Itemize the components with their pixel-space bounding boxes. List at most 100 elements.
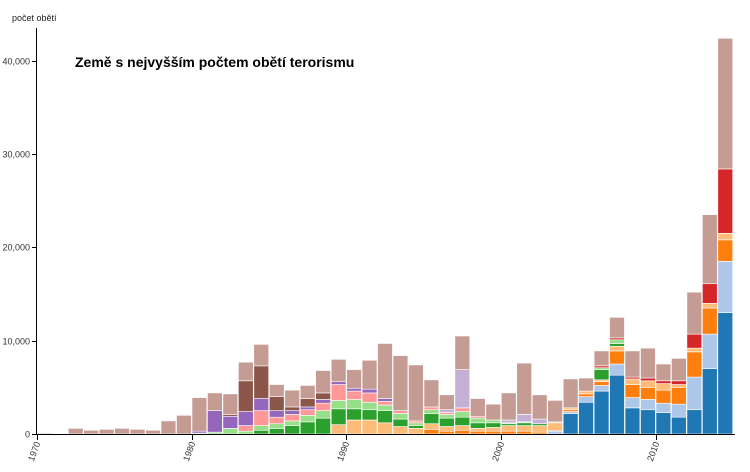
bar-segment-2013-s11 bbox=[702, 214, 718, 285]
bar-segment-1990-s7 bbox=[346, 390, 362, 400]
bar-segment-2002-s11 bbox=[531, 394, 548, 420]
bar-segment-1986-s10 bbox=[284, 406, 300, 411]
bar-segment-1992-s7 bbox=[377, 401, 393, 406]
bar-segment-2005-s1 bbox=[578, 396, 594, 403]
bar-segment-2009-s0 bbox=[640, 409, 656, 435]
bar-segment-1987-s10 bbox=[299, 398, 316, 408]
bar-segment-1987-s11 bbox=[299, 385, 316, 399]
bar-segment-1990-s5 bbox=[346, 399, 362, 410]
bar-segment-1984-s5 bbox=[253, 425, 270, 431]
bar-segment-1993-s5 bbox=[392, 413, 409, 420]
x-tick-label: 1970 bbox=[26, 440, 42, 462]
bar-segment-1989-s3 bbox=[330, 424, 347, 435]
x-tick-label: 2010 bbox=[645, 440, 661, 462]
bar-segment-1997-s4 bbox=[454, 416, 471, 426]
bar-segment-1982-s8 bbox=[222, 415, 239, 429]
bar-segment-1992-s8 bbox=[377, 398, 393, 402]
bar-segment-1995-s5 bbox=[423, 409, 440, 414]
bar-segment-2002-s3 bbox=[531, 425, 548, 433]
bar-segment-1998-s4 bbox=[470, 422, 486, 429]
bar-segment-1980-s11 bbox=[191, 397, 208, 432]
bar-segment-2011-s2 bbox=[671, 387, 687, 405]
bar-segment-1989-s5 bbox=[330, 400, 347, 410]
bar-segment-1985-s8 bbox=[268, 410, 285, 418]
bar-segment-1985-s7 bbox=[268, 416, 285, 425]
bar-segment-2009-s11 bbox=[640, 347, 656, 379]
bar-segment-2008-s2 bbox=[624, 384, 641, 398]
bar-segment-1995-s7 bbox=[423, 406, 440, 411]
bar-segment-1998-s2 bbox=[470, 430, 486, 435]
y-tick-label: 0 bbox=[25, 430, 30, 440]
bar-segment-2013-s6 bbox=[702, 283, 718, 304]
bar-segment-1991-s8 bbox=[361, 388, 378, 394]
bar-segment-2014-s6 bbox=[717, 168, 734, 234]
bar-segment-1982-s5 bbox=[222, 428, 239, 435]
bar-segment-1992-s5 bbox=[377, 404, 393, 411]
bar-segment-1985-s5 bbox=[268, 423, 285, 429]
bar-segment-2012-s0 bbox=[686, 409, 703, 435]
bar-segment-1990-s3 bbox=[346, 419, 362, 435]
bar-segment-1995-s3 bbox=[423, 423, 440, 430]
x-tick-label: 1990 bbox=[335, 440, 351, 462]
bar-segment-2007-s3 bbox=[609, 345, 625, 352]
bar-segment-1999-s3 bbox=[485, 427, 501, 432]
bar-segment-1983-s5 bbox=[238, 430, 254, 435]
bar-segment-2011-s3 bbox=[671, 384, 687, 388]
bar-segment-2005-s0 bbox=[578, 401, 594, 435]
bar-segment-2001-s3 bbox=[516, 425, 532, 432]
bar-segment-1984-s11 bbox=[253, 344, 270, 367]
bar-segment-2002-s9 bbox=[531, 418, 548, 425]
bar-segment-1987-s7 bbox=[299, 409, 316, 416]
bar-segment-2005-s2 bbox=[578, 393, 594, 397]
bar-segment-1988-s7 bbox=[315, 402, 331, 411]
bar-segment-2000-s11 bbox=[500, 392, 517, 421]
bar-segment-1986-s11 bbox=[284, 389, 300, 408]
bar-segment-2010-s2 bbox=[655, 389, 672, 404]
bar-segment-1997-s7 bbox=[454, 407, 471, 412]
bar-segment-2008-s1 bbox=[624, 397, 641, 409]
bar-segment-1998-s11 bbox=[470, 398, 486, 417]
bar-segment-1999-s4 bbox=[485, 422, 501, 428]
bar-segment-1993-s11 bbox=[392, 355, 409, 411]
bar-segment-1985-s4 bbox=[268, 428, 285, 435]
bar-segment-2008-s0 bbox=[624, 407, 641, 435]
bar-segment-2012-s3 bbox=[686, 347, 703, 353]
bar-segment-2010-s1 bbox=[655, 402, 672, 413]
bar-segment-1979-s11 bbox=[176, 415, 192, 435]
bar-segment-2003-s1 bbox=[547, 430, 563, 435]
bar-segment-2004-s0 bbox=[562, 413, 579, 435]
bar-segment-1985-s10 bbox=[268, 396, 285, 411]
bar-segment-1993-s7 bbox=[392, 410, 409, 414]
bar-segment-2009-s3 bbox=[640, 380, 656, 388]
bar-segment-1975-s11 bbox=[114, 428, 130, 435]
bar-segment-1984-s8 bbox=[253, 398, 270, 411]
bar-segment-2003-s11 bbox=[547, 400, 563, 423]
bar-segment-2006-s1 bbox=[593, 385, 610, 392]
bar-segment-2010-s3 bbox=[655, 383, 672, 391]
bar-segment-1988-s4 bbox=[315, 417, 331, 435]
x-tick-label: 1980 bbox=[181, 440, 197, 462]
bar-segment-1986-s4 bbox=[284, 425, 300, 435]
bar-segment-1984-s7 bbox=[253, 410, 270, 426]
bar-segment-1996-s2 bbox=[439, 430, 455, 435]
bar-segment-2007-s0 bbox=[609, 374, 625, 435]
bar-segment-2007-s11 bbox=[609, 317, 625, 339]
bar-segment-1993-s3 bbox=[392, 426, 409, 435]
bar-segment-1997-s11 bbox=[454, 335, 471, 370]
bar-segment-1987-s5 bbox=[299, 415, 316, 423]
bar-segment-1978-s11 bbox=[160, 420, 177, 435]
bar-segment-1994-s11 bbox=[408, 364, 424, 422]
bar-segment-2007-s4 bbox=[609, 343, 625, 347]
bar-segment-1993-s4 bbox=[392, 418, 409, 427]
bar-segment-1973-s11 bbox=[83, 429, 99, 435]
bar-segment-1988-s10 bbox=[315, 392, 331, 400]
bar-segment-1994-s3 bbox=[408, 428, 424, 435]
bar-segment-2008-s11 bbox=[624, 350, 641, 378]
bar-segment-1989-s7 bbox=[330, 384, 347, 401]
bar-segment-2012-s1 bbox=[686, 376, 703, 411]
bar-segment-2006-s0 bbox=[593, 390, 610, 435]
bar-segment-1994-s4 bbox=[408, 425, 424, 429]
bar-segment-1995-s2 bbox=[423, 429, 440, 435]
bar-segment-1989-s11 bbox=[330, 359, 347, 383]
bar-segment-1991-s4 bbox=[361, 409, 378, 421]
